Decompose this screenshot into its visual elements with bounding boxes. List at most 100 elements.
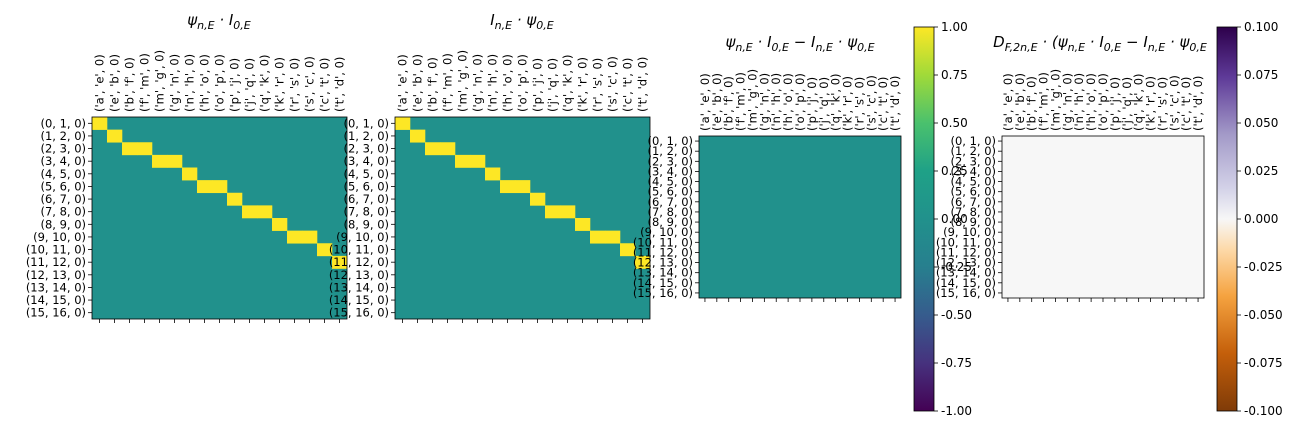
x-tick-label: ('n', 'h', 0) bbox=[486, 54, 500, 112]
y-tick-label: (0, 1, 0) bbox=[343, 116, 389, 130]
y-tick-label: (0, 1, 0) bbox=[647, 134, 693, 148]
x-tick-label: ('m', 'g', 0) bbox=[1048, 69, 1062, 131]
x-tick-label: ('s', 'c', 0) bbox=[1167, 75, 1181, 131]
x-tick-label: ('g', 'n', 0) bbox=[168, 54, 182, 112]
x-tick-label: ('q', 'k', 0) bbox=[561, 54, 575, 112]
y-tick-label: (8, 9, 0) bbox=[647, 215, 693, 229]
y-tick-label: (10, 11, 0) bbox=[633, 235, 693, 249]
x-tick-label: ('f', 'm', 0) bbox=[1037, 72, 1051, 131]
colorbar-tick-label: 0.050 bbox=[1244, 116, 1278, 130]
heatmap-cell bbox=[272, 218, 288, 231]
y-tick-label: (6, 7, 0) bbox=[647, 195, 693, 209]
colorbar-tick-label: 0.00 bbox=[941, 212, 968, 226]
heatmap-cell bbox=[455, 154, 471, 168]
x-tick-label: ('e', 'b', 0) bbox=[108, 54, 122, 112]
x-tick-label: ('e', 'b', 0) bbox=[1013, 73, 1027, 131]
y-tick-label: (2, 3, 0) bbox=[647, 154, 693, 168]
y-tick-label: (14, 15, 0) bbox=[329, 293, 389, 307]
x-tick-label: ('k', 'r', 0) bbox=[1144, 76, 1158, 131]
x-tick-label: ('m', 'g', 0) bbox=[153, 50, 167, 112]
colorbar-tick-label: 0.000 bbox=[1244, 212, 1278, 226]
y-tick-label: (5, 6, 0) bbox=[647, 185, 693, 199]
y-tick-label: (6, 7, 0) bbox=[343, 192, 389, 206]
x-tick-label: ('j', 'q', 0) bbox=[1120, 77, 1134, 131]
y-tick-label: (12, 13, 0) bbox=[329, 268, 389, 282]
x-tick-label: ('q', 'k', 0) bbox=[1132, 73, 1146, 131]
y-tick-label: (3, 4, 0) bbox=[40, 154, 86, 168]
x-tick-label: ('r', 's', 0) bbox=[1155, 77, 1169, 131]
heatmap-cell bbox=[425, 142, 441, 156]
heatmap-panel-3: ('a', 'e', 0)('e', 'b', 0)('b', 'f', 0)(… bbox=[633, 33, 902, 302]
x-tick-label: ('k', 'r', 0) bbox=[273, 57, 287, 112]
y-tick-label: (10, 11, 0) bbox=[26, 243, 86, 257]
x-tick-label: ('t', 'd', 0) bbox=[636, 57, 650, 112]
y-tick-label: (4, 5, 0) bbox=[647, 175, 693, 189]
colorbar-tick-label: -0.50 bbox=[941, 308, 972, 322]
y-tick-label: (15, 16, 0) bbox=[26, 306, 86, 320]
y-tick-label: (4, 5, 0) bbox=[343, 167, 389, 181]
y-tick-label: (13, 14, 0) bbox=[329, 280, 389, 294]
heatmap-cell bbox=[92, 117, 108, 130]
heatmap-cell bbox=[395, 117, 411, 130]
heatmap-cell bbox=[440, 142, 456, 156]
x-tick-label: ('m', 'g', 0) bbox=[745, 69, 759, 131]
x-tick-label: ('m', 'g', 0) bbox=[456, 50, 470, 112]
x-tick-label: ('o', 'p', 0) bbox=[793, 73, 807, 131]
y-tick-label: (1, 2, 0) bbox=[647, 144, 693, 158]
heatmap-cell bbox=[635, 255, 651, 269]
x-tick-label: ('f', 'm', 0) bbox=[138, 53, 152, 112]
x-tick-label: ('k', 'r', 0) bbox=[576, 57, 590, 112]
x-tick-label: ('h', 'o', 0) bbox=[198, 54, 212, 112]
x-tick-label: ('s', 'c', 0) bbox=[864, 75, 878, 131]
x-tick-label: ('j', 'q', 0) bbox=[546, 58, 560, 112]
x-tick-label: ('a', 'e', 0) bbox=[396, 54, 410, 112]
y-tick-label: (11, 12, 0) bbox=[936, 245, 996, 259]
x-tick-label: ('f', 'm', 0) bbox=[441, 53, 455, 112]
heatmap-cell bbox=[212, 180, 228, 194]
heatmap-cell bbox=[242, 205, 258, 219]
y-tick-label: (12, 13, 0) bbox=[633, 256, 693, 270]
x-tick-label: ('h', 'o', 0) bbox=[501, 54, 515, 112]
x-tick-label: ('e', 'b', 0) bbox=[411, 54, 425, 112]
x-tick-label: ('c', 't', 0) bbox=[621, 58, 635, 112]
x-tick-label: ('t', 'd', 0) bbox=[888, 76, 902, 131]
colorbar-puor: -0.100 -0.075 -0.050 -0.025 0.000 0.025 0.050 0… bbox=[1216, 20, 1283, 418]
y-tick-label: (7, 8, 0) bbox=[647, 205, 693, 219]
panel-title: ψn,E · I0,E − In,E · ψ0,E bbox=[725, 33, 874, 54]
x-tick-label: ('o', 'p', 0) bbox=[213, 54, 227, 112]
y-tick-label: (3, 4, 0) bbox=[647, 164, 693, 178]
x-tick-label: ('h', 'o', 0) bbox=[1084, 73, 1098, 131]
x-tick-label: ('b', 'f', 0) bbox=[426, 57, 440, 112]
y-tick-label: (7, 8, 0) bbox=[950, 205, 996, 219]
heatmap-panel-2: ('a', 'e', 0) ('e', 'b', 0) ('b', 'f', 0)(… bbox=[329, 11, 651, 323]
y-tick-label: (4, 5, 0) bbox=[950, 175, 996, 189]
x-tick-label: ('q', 'k', 0) bbox=[258, 54, 272, 112]
heatmap-cell bbox=[620, 243, 636, 257]
x-tick-label: ('p', 'j', 0) bbox=[228, 58, 242, 112]
y-tick-label: (9, 10, 0) bbox=[943, 225, 996, 239]
colorbar-tick-label: 0.25 bbox=[941, 164, 968, 178]
heatmap-cell bbox=[317, 243, 333, 257]
x-tick-label: ('s', 'c', 0) bbox=[606, 56, 620, 112]
y-tick-label: (3, 4, 0) bbox=[343, 154, 389, 168]
x-tick-label: ('f', 'm', 0) bbox=[734, 72, 748, 131]
x-tick-label: ('c', 't', 0) bbox=[1179, 77, 1193, 131]
y-tick-label: (0, 1, 0) bbox=[40, 116, 86, 130]
heatmap-cell bbox=[227, 192, 243, 206]
x-tick-label: ('g', 'n', 0) bbox=[471, 54, 485, 112]
y-tick-label: (2, 3, 0) bbox=[343, 142, 389, 156]
heatmap-cell bbox=[122, 142, 138, 156]
heatmap-cell bbox=[182, 167, 198, 181]
heatmap-cell bbox=[410, 129, 426, 143]
y-tick-label: (7, 8, 0) bbox=[40, 205, 86, 219]
y-tick-label: (2, 3, 0) bbox=[950, 154, 996, 168]
colorbar-tick-label: -0.050 bbox=[1244, 308, 1283, 322]
y-tick-label: (5, 6, 0) bbox=[950, 185, 996, 199]
y-tick-label: (15, 16, 0) bbox=[329, 306, 389, 320]
colorbar-tick-label: -0.25 bbox=[941, 260, 972, 274]
x-tick-label: ('k', 'r', 0) bbox=[841, 76, 855, 131]
heatmap-panel-1: ('a', 'e', 0) ('e', 'b', 0) ('b', 'f', 0)(… bbox=[26, 11, 348, 323]
y-tick-label: (14, 15, 0) bbox=[26, 293, 86, 307]
colorbar-tick-label: 0.075 bbox=[1244, 68, 1278, 82]
x-tick-label: ('j', 'q', 0) bbox=[243, 58, 257, 112]
